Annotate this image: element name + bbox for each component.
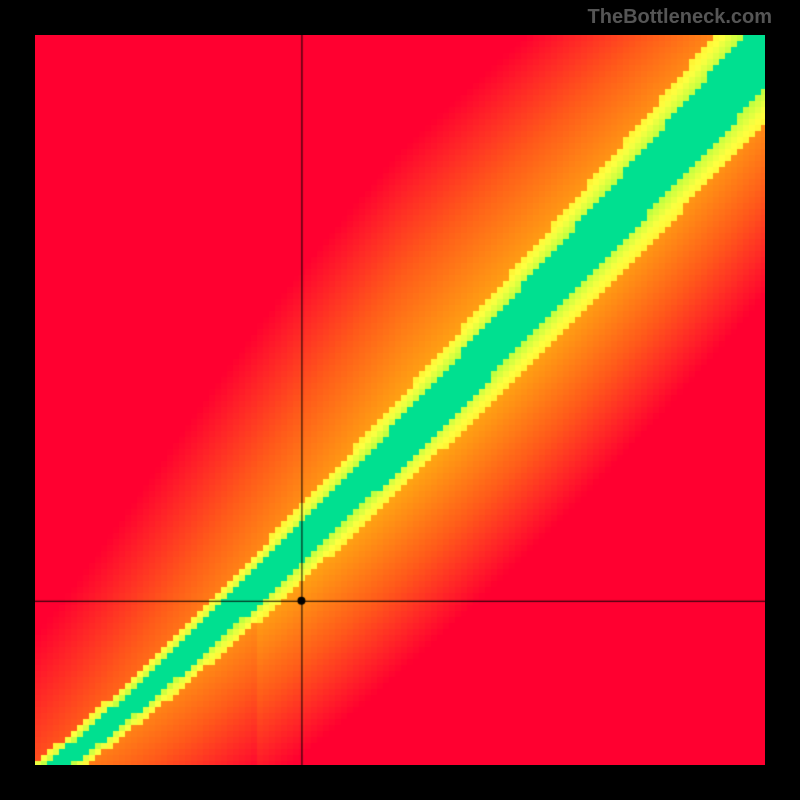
heatmap-area (35, 35, 765, 765)
heatmap-canvas (35, 35, 765, 765)
watermark-text: TheBottleneck.com (588, 6, 772, 29)
